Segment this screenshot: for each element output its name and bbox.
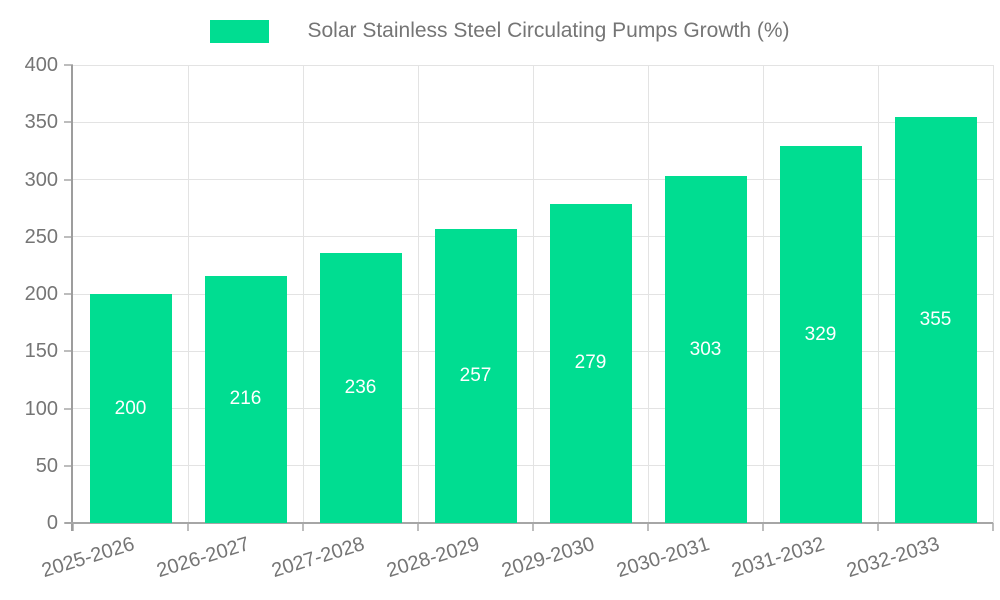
x-axis-tick bbox=[992, 523, 994, 531]
x-axis-tick bbox=[302, 523, 304, 531]
bar bbox=[319, 252, 402, 523]
bar bbox=[894, 116, 977, 523]
y-axis-tick bbox=[64, 350, 73, 353]
y-tick-label: 0 bbox=[46, 512, 58, 534]
y-tick-label: 200 bbox=[24, 283, 58, 305]
y-axis-tick bbox=[64, 178, 73, 181]
gridline-vertical bbox=[187, 65, 189, 523]
y-tick-label: 100 bbox=[24, 397, 58, 420]
bar-value-label: 303 bbox=[689, 338, 722, 360]
gridline-vertical bbox=[417, 65, 419, 523]
legend-swatch bbox=[210, 19, 270, 43]
legend: Solar Stainless Steel Circulating Pumps … bbox=[0, 17, 1000, 45]
x-tick-label: 2025-2026 bbox=[39, 533, 137, 583]
x-axis-tick bbox=[532, 523, 534, 531]
y-tick-label: 350 bbox=[24, 111, 58, 134]
x-tick-label: 2032-2033 bbox=[844, 533, 942, 583]
bar-value-label: 200 bbox=[114, 397, 147, 419]
bar bbox=[664, 176, 747, 523]
x-tick-label: 2031-2032 bbox=[729, 533, 827, 583]
x-axis-tick bbox=[72, 523, 74, 531]
legend-label: Solar Stainless Steel Circulating Pumps … bbox=[307, 19, 790, 42]
x-tick-label: 2029-2030 bbox=[499, 533, 597, 583]
bar-value-label: 216 bbox=[229, 388, 262, 410]
y-axis-tick bbox=[64, 121, 73, 124]
y-axis-tick bbox=[64, 464, 73, 467]
bar-value-label: 279 bbox=[574, 352, 607, 374]
y-tick-label: 150 bbox=[24, 340, 58, 363]
y-tick-label: 50 bbox=[35, 454, 58, 477]
gridline-vertical bbox=[877, 65, 879, 523]
y-tick-label: 250 bbox=[24, 225, 58, 248]
x-tick-label: 2028-2029 bbox=[384, 533, 482, 583]
gridline-vertical bbox=[532, 65, 534, 523]
x-tick-label: 2026-2027 bbox=[154, 533, 252, 583]
gridline-vertical bbox=[647, 65, 649, 523]
bar bbox=[549, 203, 632, 523]
y-axis-line bbox=[71, 65, 73, 531]
y-axis-tick bbox=[64, 293, 73, 295]
x-axis-tick bbox=[762, 523, 764, 531]
y-tick-label: 400 bbox=[24, 54, 58, 76]
x-axis-tick bbox=[877, 523, 879, 531]
x-axis-line bbox=[65, 522, 993, 524]
x-axis-tick bbox=[647, 523, 649, 531]
x-tick-label: 2030-2031 bbox=[614, 533, 712, 583]
gridline-vertical bbox=[762, 65, 764, 523]
x-axis-tick bbox=[187, 523, 189, 531]
y-axis-tick bbox=[64, 407, 73, 410]
bar bbox=[89, 294, 172, 523]
y-axis-tick bbox=[64, 235, 73, 238]
bar-value-label: 355 bbox=[919, 308, 952, 330]
gridline-vertical bbox=[302, 65, 304, 523]
bar bbox=[779, 146, 862, 523]
bar-value-label: 329 bbox=[804, 323, 837, 345]
y-tick-label: 300 bbox=[24, 168, 58, 191]
x-tick-label: 2027-2028 bbox=[269, 533, 367, 583]
y-axis-tick bbox=[64, 64, 73, 66]
bar bbox=[204, 275, 287, 523]
gridline-vertical bbox=[992, 65, 994, 523]
x-axis-tick bbox=[417, 523, 419, 531]
bar-value-label: 236 bbox=[344, 376, 377, 398]
bar bbox=[434, 228, 517, 523]
bar-value-label: 257 bbox=[459, 364, 492, 386]
